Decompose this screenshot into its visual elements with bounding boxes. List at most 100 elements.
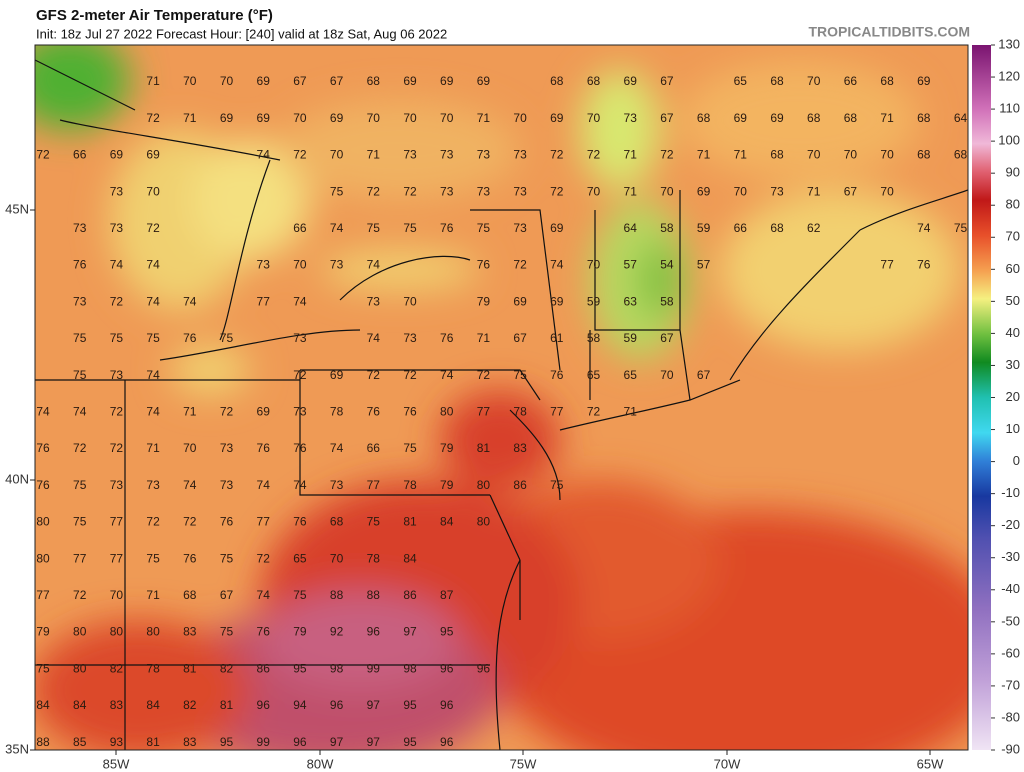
temperature-label: 69	[220, 111, 234, 125]
temperature-label: 69	[697, 184, 711, 198]
temperature-label: 72	[110, 441, 124, 455]
temperature-label: 84	[403, 551, 417, 565]
temperature-label: 73	[513, 184, 527, 198]
temperature-label: 72	[587, 148, 601, 162]
temperature-label: 68	[367, 74, 381, 88]
temperature-label: 94	[293, 698, 307, 712]
temperature-label: 74	[440, 368, 454, 382]
temperature-label: 80	[110, 625, 124, 639]
temperature-label: 74	[257, 148, 271, 162]
temperature-label: 98	[330, 661, 344, 675]
temperature-label: 68	[954, 148, 968, 162]
temperature-label: 71	[367, 148, 381, 162]
temperature-label: 80	[477, 515, 491, 529]
temperature-label: 73	[513, 148, 527, 162]
temperature-label: 73	[513, 221, 527, 235]
colorbar-tick-label: 70	[1006, 229, 1020, 244]
colorbar-tick-label: 30	[1006, 357, 1020, 372]
temperature-label: 97	[367, 735, 381, 749]
temperature-label: 66	[73, 148, 87, 162]
temperature-label: 68	[550, 74, 564, 88]
temperature-label: 69	[330, 368, 344, 382]
temperature-label: 74	[146, 294, 160, 308]
temperature-label: 71	[146, 74, 160, 88]
temperature-label: 79	[477, 294, 491, 308]
colorbar-tick-label: -50	[1001, 613, 1020, 628]
temperature-label: 71	[697, 148, 711, 162]
temperature-label: 69	[624, 74, 638, 88]
colorbar-tick-label: -80	[1001, 709, 1020, 724]
temperature-label: 73	[403, 148, 417, 162]
temperature-label: 76	[293, 441, 307, 455]
temperature-label: 84	[146, 698, 160, 712]
temperature-label: 69	[146, 148, 160, 162]
temperature-label: 57	[624, 258, 638, 272]
temperature-label: 80	[36, 515, 50, 529]
colorbar-tick-label: 130	[998, 36, 1020, 51]
temperature-label: 70	[660, 368, 674, 382]
temperature-label: 75	[146, 331, 160, 345]
temperature-label: 72	[73, 588, 87, 602]
colorbar-tick-label: -60	[1001, 645, 1020, 660]
temperature-label: 68	[697, 111, 711, 125]
temperature-label: 71	[146, 588, 160, 602]
temperature-label: 73	[220, 478, 234, 492]
temperature-label: 75	[513, 368, 527, 382]
temperature-label: 74	[146, 258, 160, 272]
temperature-label: 96	[440, 698, 454, 712]
temperature-label: 70	[880, 148, 894, 162]
temperature-label: 68	[917, 111, 931, 125]
temperature-label: 65	[624, 368, 638, 382]
temperature-label: 88	[330, 588, 344, 602]
temperature-label: 65	[293, 551, 307, 565]
temperature-label: 96	[330, 698, 344, 712]
temperature-label: 76	[477, 258, 491, 272]
temperature-label: 59	[697, 221, 711, 235]
temperature-label: 57	[697, 258, 711, 272]
temperature-label: 79	[293, 625, 307, 639]
temperature-label: 70	[220, 74, 234, 88]
temperature-label: 81	[220, 698, 234, 712]
temperature-label: 76	[550, 368, 564, 382]
temperature-label: 74	[110, 258, 124, 272]
boundaries	[35, 59, 968, 750]
temperature-label: 69	[257, 74, 271, 88]
temperature-label: 77	[367, 478, 381, 492]
temperature-label: 74	[146, 368, 160, 382]
temperature-label: 69	[513, 294, 527, 308]
lon-label: 75W	[510, 756, 537, 771]
temperature-label: 67	[293, 74, 307, 88]
temperature-label: 74	[330, 441, 344, 455]
temperature-label: 73	[110, 221, 124, 235]
temperature-label: 69	[257, 111, 271, 125]
temperature-label: 75	[110, 331, 124, 345]
temperature-label: 61	[550, 331, 564, 345]
temperature-label: 86	[257, 661, 271, 675]
temperature-label: 76	[293, 515, 307, 529]
temperature-label: 72	[587, 404, 601, 418]
temperature-label: 68	[330, 515, 344, 529]
temperature-label: 71	[807, 184, 821, 198]
temperature-label: 74	[293, 478, 307, 492]
temperature-label: 87	[440, 588, 454, 602]
temperature-label: 77	[257, 294, 271, 308]
temperature-label: 75	[367, 221, 381, 235]
temperature-label: 81	[146, 735, 160, 749]
temperature-label: 74	[257, 588, 271, 602]
temperature-label: 76	[183, 551, 197, 565]
temperature-label: 78	[146, 661, 160, 675]
temperature-label: 82	[110, 661, 124, 675]
temperature-label: 97	[330, 735, 344, 749]
temperature-label: 74	[73, 404, 87, 418]
temperature-label: 68	[587, 74, 601, 88]
temperature-label: 75	[954, 221, 968, 235]
temperature-label: 72	[513, 258, 527, 272]
temperature-label: 72	[146, 221, 160, 235]
temperature-label: 76	[257, 441, 271, 455]
temperature-label: 76	[183, 331, 197, 345]
temperature-label: 69	[403, 74, 417, 88]
temperature-label: 80	[73, 625, 87, 639]
temperature-label: 95	[440, 625, 454, 639]
temperature-label: 66	[293, 221, 307, 235]
